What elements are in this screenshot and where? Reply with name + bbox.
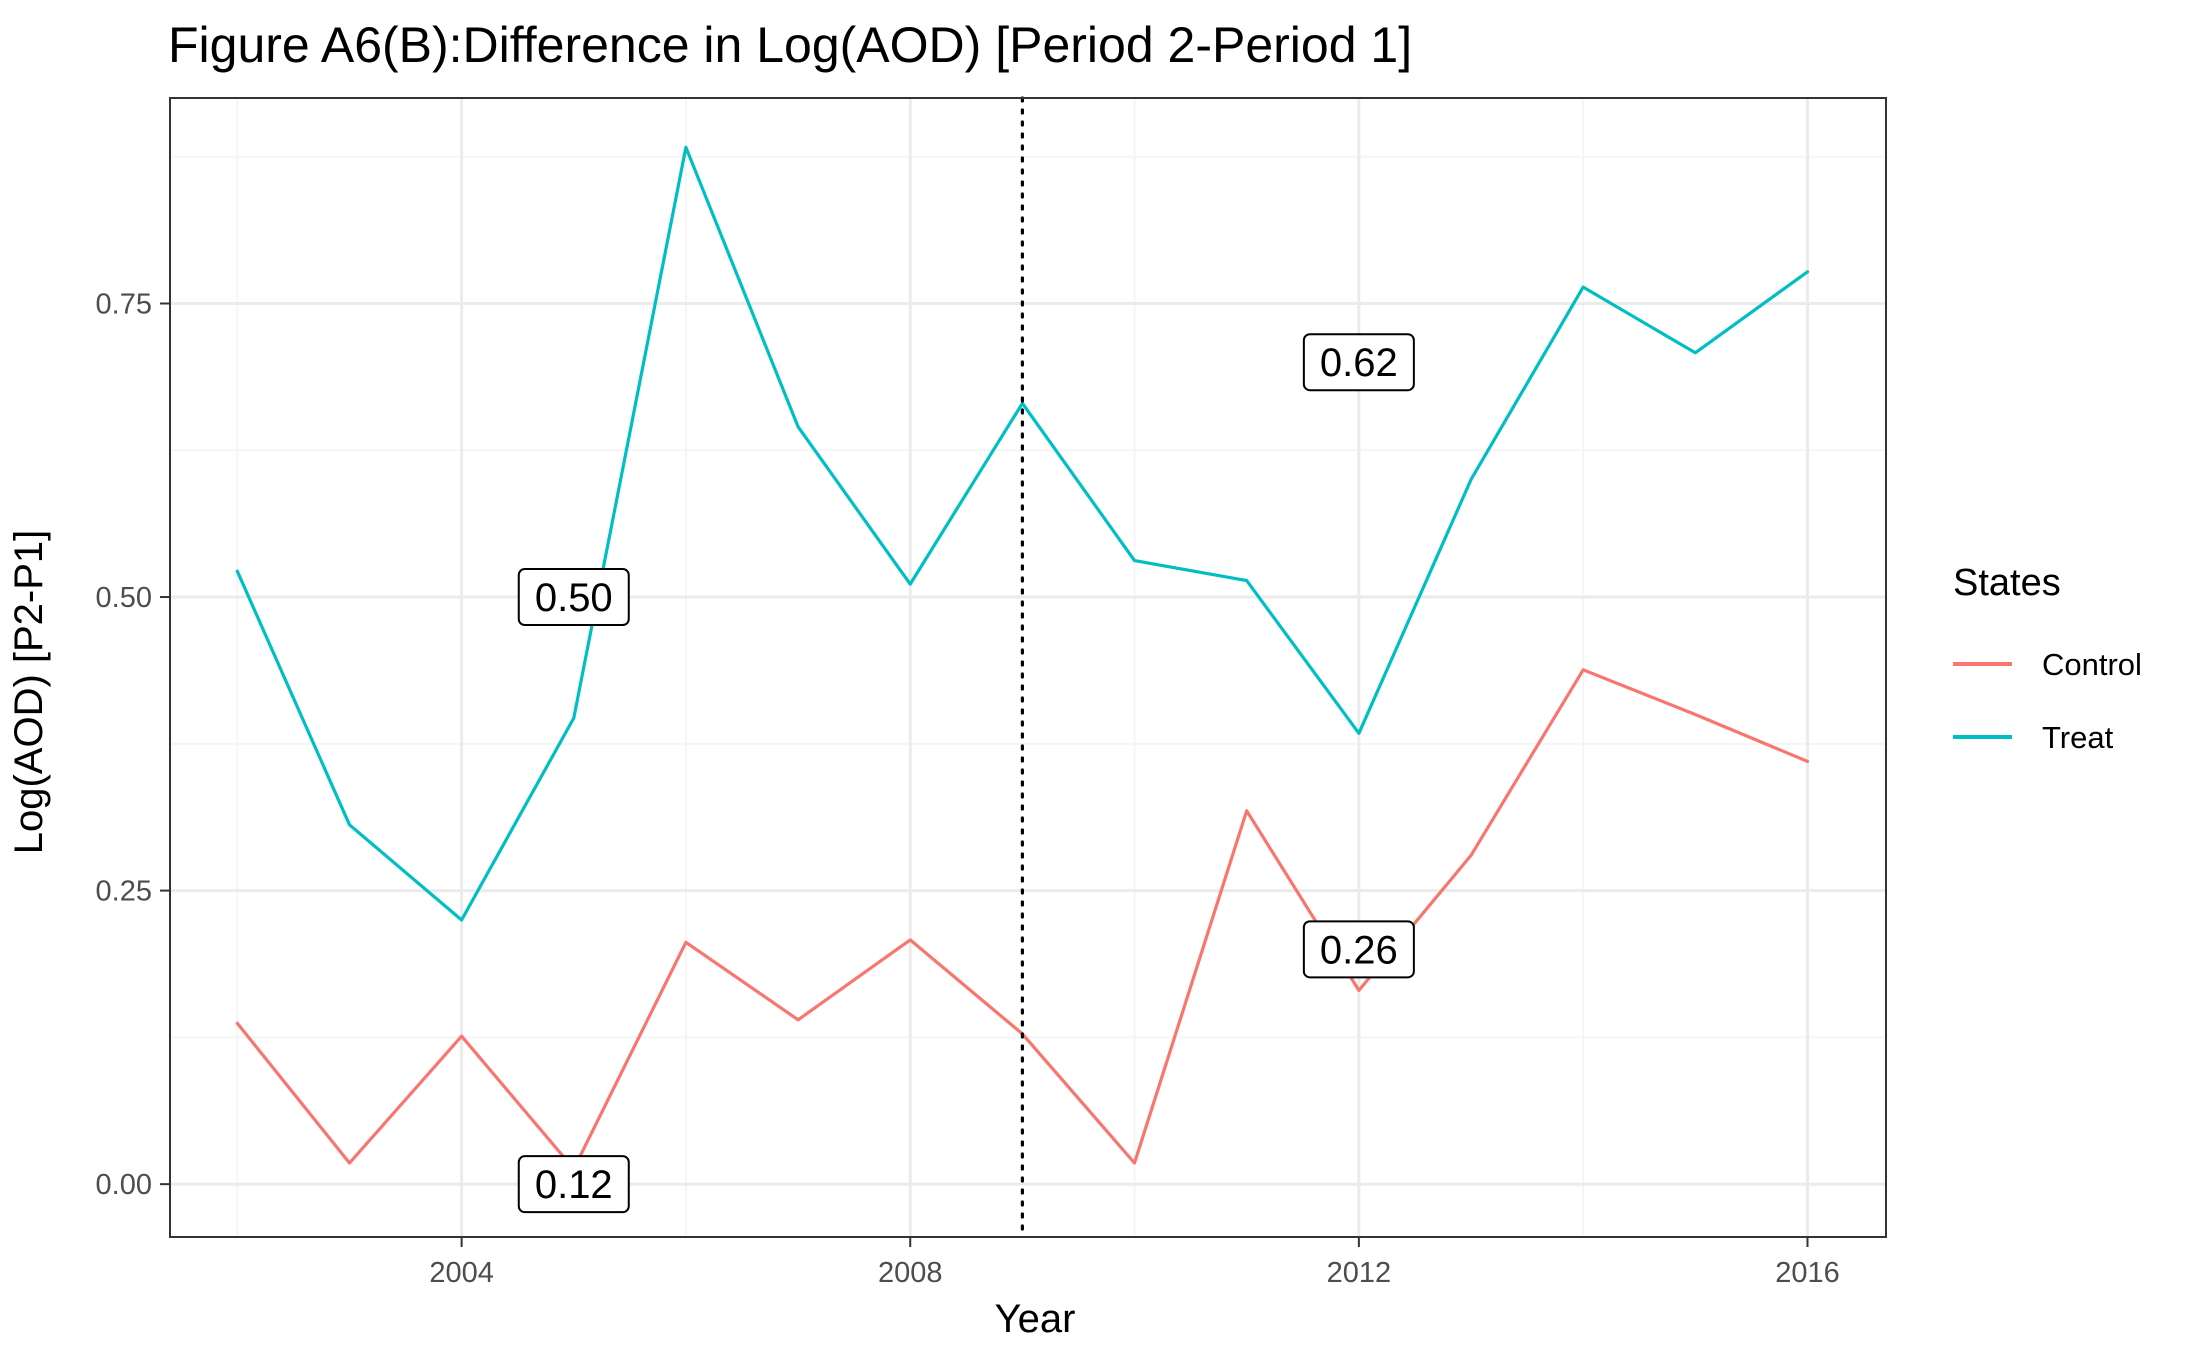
y-tick-label-0.00: 0.00	[96, 1169, 152, 1201]
panel-border	[169, 97, 1887, 1238]
annotations: 0.50 0.62 0.26 0.12	[517, 333, 1415, 1214]
annotation-box-0.50	[517, 568, 630, 627]
x-axis-title: Year	[995, 1297, 1076, 1341]
legend-label-treat: Treat	[2042, 720, 2114, 755]
x-axis: 2004 2008 2012 2016	[429, 1237, 1840, 1289]
x-tick-label-2012: 2012	[1327, 1257, 1392, 1289]
legend-label-control: Control	[2042, 647, 2142, 682]
y-axis: 0.00 0.25 0.50 0.75	[96, 288, 170, 1201]
y-axis-title: Log(AOD) [P2-P1]	[7, 530, 51, 855]
plot-panel: 0.50 0.62 0.26 0.12	[169, 96, 1887, 1239]
x-tick-label-2008: 2008	[878, 1257, 943, 1289]
y-tick-label-0.75: 0.75	[96, 288, 152, 320]
annotation-label-0.12: 0.12	[535, 1163, 613, 1207]
major-gridlines	[170, 98, 1886, 1237]
series-line-treat	[235, 145, 1810, 922]
series-lines	[235, 145, 1810, 1171]
x-tick-label-2016: 2016	[1775, 1257, 1840, 1289]
annotation-label-0.50: 0.50	[535, 576, 613, 620]
annotation-box-0.12	[517, 1155, 630, 1214]
legend-items: Control Treat	[1953, 647, 2142, 755]
chart-title: Figure A6(B):Difference in Log(AOD) [Per…	[168, 17, 1412, 73]
annotation-label-0.26: 0.26	[1320, 928, 1398, 972]
legend: States Control Treat	[1953, 562, 2142, 755]
x-tick-label-2004: 2004	[429, 1257, 494, 1289]
minor-gridlines	[170, 98, 1886, 1237]
legend-title: States	[1953, 562, 2061, 604]
y-tick-label-0.25: 0.25	[96, 876, 152, 908]
annotation-box-0.26	[1302, 920, 1415, 979]
y-tick-label-0.50: 0.50	[96, 582, 152, 614]
annotation-box-0.62	[1302, 333, 1415, 392]
annotation-label-0.62: 0.62	[1320, 341, 1398, 385]
